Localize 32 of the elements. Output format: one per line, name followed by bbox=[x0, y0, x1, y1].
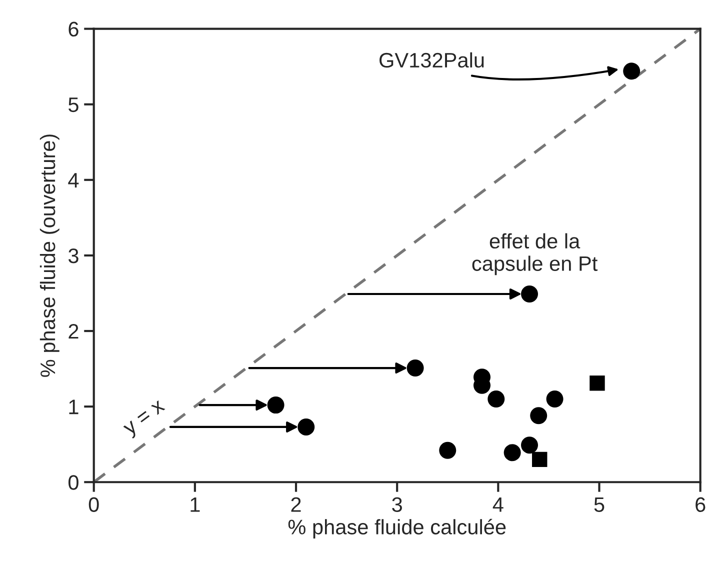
point bbox=[406, 360, 424, 377]
x-tick-label: 5 bbox=[594, 497, 604, 512]
x-tick-label: 2 bbox=[291, 497, 301, 512]
point bbox=[590, 376, 605, 391]
x-tick-label: 0 bbox=[88, 497, 99, 512]
point bbox=[488, 390, 505, 408]
point bbox=[267, 396, 284, 414]
y-tick-label: 5 bbox=[68, 98, 78, 112]
y-tick-label: 4 bbox=[68, 173, 79, 188]
y-tick-label: 2 bbox=[68, 324, 78, 339]
x-tick-label: 4 bbox=[492, 497, 504, 512]
y-tick-label: 6 bbox=[68, 22, 78, 37]
x-tick-label: 6 bbox=[696, 497, 706, 512]
y-tick-label: 0 bbox=[68, 475, 78, 490]
point bbox=[298, 418, 315, 436]
annotation: effet de la capsule en Pt bbox=[472, 233, 598, 276]
point bbox=[439, 442, 456, 459]
point bbox=[530, 407, 548, 424]
x-tick-label: 3 bbox=[392, 497, 402, 512]
point bbox=[504, 444, 521, 462]
point bbox=[623, 62, 640, 80]
point bbox=[521, 436, 538, 454]
annotation: y = x bbox=[123, 400, 168, 439]
y-tick-label: 1 bbox=[69, 400, 78, 414]
x-tick-label: 1 bbox=[190, 497, 200, 512]
y-tick-label: 3 bbox=[68, 248, 78, 264]
y-axis-title: % phase fluide (ouverture) bbox=[40, 134, 60, 377]
annotation: GV132Palu bbox=[380, 52, 484, 68]
x-axis-title: % phase fluide calculée bbox=[288, 518, 506, 539]
point bbox=[546, 390, 564, 408]
point bbox=[521, 285, 538, 302]
point bbox=[532, 452, 548, 468]
